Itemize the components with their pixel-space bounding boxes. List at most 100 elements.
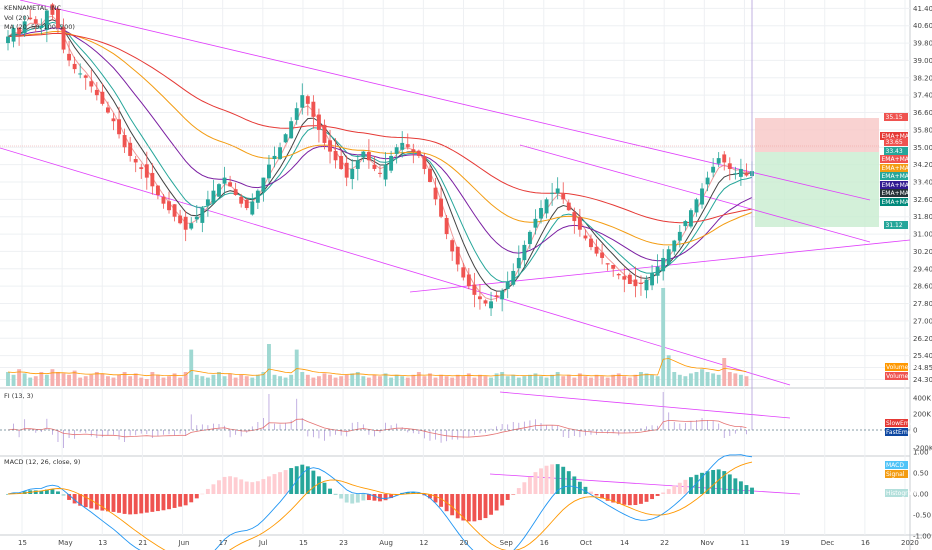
volume-bar xyxy=(650,374,655,386)
time-tick-label: Nov xyxy=(700,539,714,547)
volume-bar xyxy=(89,374,94,386)
macd-title: MACD (12, 26, close, 9) xyxy=(4,458,80,466)
macd-histogram-bar xyxy=(516,488,521,494)
price-tick-label: 24.30 xyxy=(913,376,932,384)
force-index xyxy=(7,0,753,448)
macd-histogram-bar xyxy=(50,489,55,494)
volume-bar xyxy=(589,377,593,386)
candle-body xyxy=(489,301,493,309)
lower-trend-line xyxy=(0,147,791,386)
candle-body xyxy=(700,188,704,205)
macd-histogram-bar xyxy=(555,464,560,494)
candle-body xyxy=(428,168,432,182)
macd-histogram-bar xyxy=(633,494,638,506)
macd-histogram-bar xyxy=(711,470,716,494)
macd-histogram-bar xyxy=(133,494,138,515)
volume-bar xyxy=(33,376,38,386)
volume-bar xyxy=(228,373,233,386)
candle-body xyxy=(594,246,599,254)
candle-body xyxy=(477,296,482,300)
volume-bar xyxy=(561,376,566,386)
macd-histogram-bar xyxy=(344,494,349,503)
candle-body xyxy=(450,240,455,252)
macd-histogram-bar xyxy=(589,491,593,494)
volume-bar xyxy=(738,374,743,386)
moving-average-line xyxy=(7,27,753,262)
volume-bar xyxy=(383,373,388,386)
candle-body xyxy=(128,142,133,156)
volume-bar xyxy=(600,376,605,386)
stop-loss-zone xyxy=(755,118,879,152)
volume-bar xyxy=(472,377,477,386)
macd-histogram-bar xyxy=(233,477,238,494)
volume-bar xyxy=(477,374,482,386)
price-tick-label: 32.60 xyxy=(913,196,932,204)
volume-ma-line xyxy=(7,358,747,377)
volume-bar xyxy=(22,373,27,386)
price-tag-box xyxy=(884,147,908,155)
fi-tick-label: 200K xyxy=(913,411,931,419)
candle-body xyxy=(433,187,438,200)
candle-body xyxy=(6,36,10,44)
volume-bar xyxy=(122,372,127,386)
legend-box xyxy=(885,461,908,469)
macd-histogram-bar xyxy=(139,494,144,514)
macd-histogram-bar xyxy=(339,494,344,499)
volume-bar xyxy=(200,376,205,386)
price-tick-label: 31.00 xyxy=(913,231,932,239)
candle-body xyxy=(350,168,355,180)
volume-bar xyxy=(688,373,693,386)
candle-body xyxy=(111,118,116,122)
candle-body xyxy=(600,252,605,258)
macd-tick-label: 0.50 xyxy=(913,470,929,478)
macd-histogram-bar xyxy=(366,494,371,501)
volume-bar xyxy=(394,374,399,386)
macd-histogram-bar xyxy=(150,494,155,512)
macd-histogram-bar xyxy=(316,476,321,494)
macd-histogram-bar xyxy=(72,494,77,504)
candle-body xyxy=(255,190,260,203)
candle-body xyxy=(505,281,510,289)
legend-box xyxy=(885,428,908,436)
candle-body xyxy=(483,300,488,304)
time-tick-label: 17 xyxy=(219,539,228,547)
macd-histogram-bar xyxy=(605,494,610,501)
macd-histogram-bar xyxy=(200,493,205,495)
volume-bar xyxy=(100,373,105,386)
macd-histogram-bar xyxy=(100,494,105,511)
candle-body xyxy=(644,279,649,291)
macd-histogram-bar xyxy=(533,472,538,494)
symbol-label: KENNAMETAL INC xyxy=(4,4,62,12)
volume-bar xyxy=(167,376,171,386)
volume-bar xyxy=(672,372,677,386)
price-tick-label: 39.80 xyxy=(913,40,932,48)
time-tick-label: 14 xyxy=(620,539,629,547)
time-tick-label: Dec xyxy=(821,539,835,547)
candle-body xyxy=(733,173,738,175)
take-profit-zone xyxy=(755,152,879,227)
macd-histogram-bar xyxy=(172,494,177,508)
fi-tick-label: 400K xyxy=(913,395,931,403)
volume-bar xyxy=(83,376,88,386)
candle-body xyxy=(500,290,505,300)
candle-body xyxy=(261,177,266,192)
volume-legend-label: Vol (20) xyxy=(4,14,29,22)
macd-histogram-bar xyxy=(744,485,749,494)
volume-bar xyxy=(566,374,571,386)
candle-body xyxy=(633,279,638,287)
macd-histogram-bar xyxy=(572,476,577,494)
candles xyxy=(6,2,754,316)
candle-body xyxy=(694,199,699,213)
macd-histogram-bar xyxy=(716,469,721,494)
fi-slow-line xyxy=(7,418,747,438)
volume-bar xyxy=(416,372,421,386)
candle-body xyxy=(316,114,321,130)
volume-bar xyxy=(78,377,83,386)
price-tick-label: 25.40 xyxy=(913,352,932,360)
candle-body xyxy=(283,134,288,143)
price-tag-box xyxy=(880,132,908,140)
volume-bar xyxy=(211,374,216,386)
volume-bars xyxy=(6,288,749,386)
macd-histogram-bar xyxy=(228,476,233,494)
macd-histogram-bar xyxy=(666,489,671,494)
